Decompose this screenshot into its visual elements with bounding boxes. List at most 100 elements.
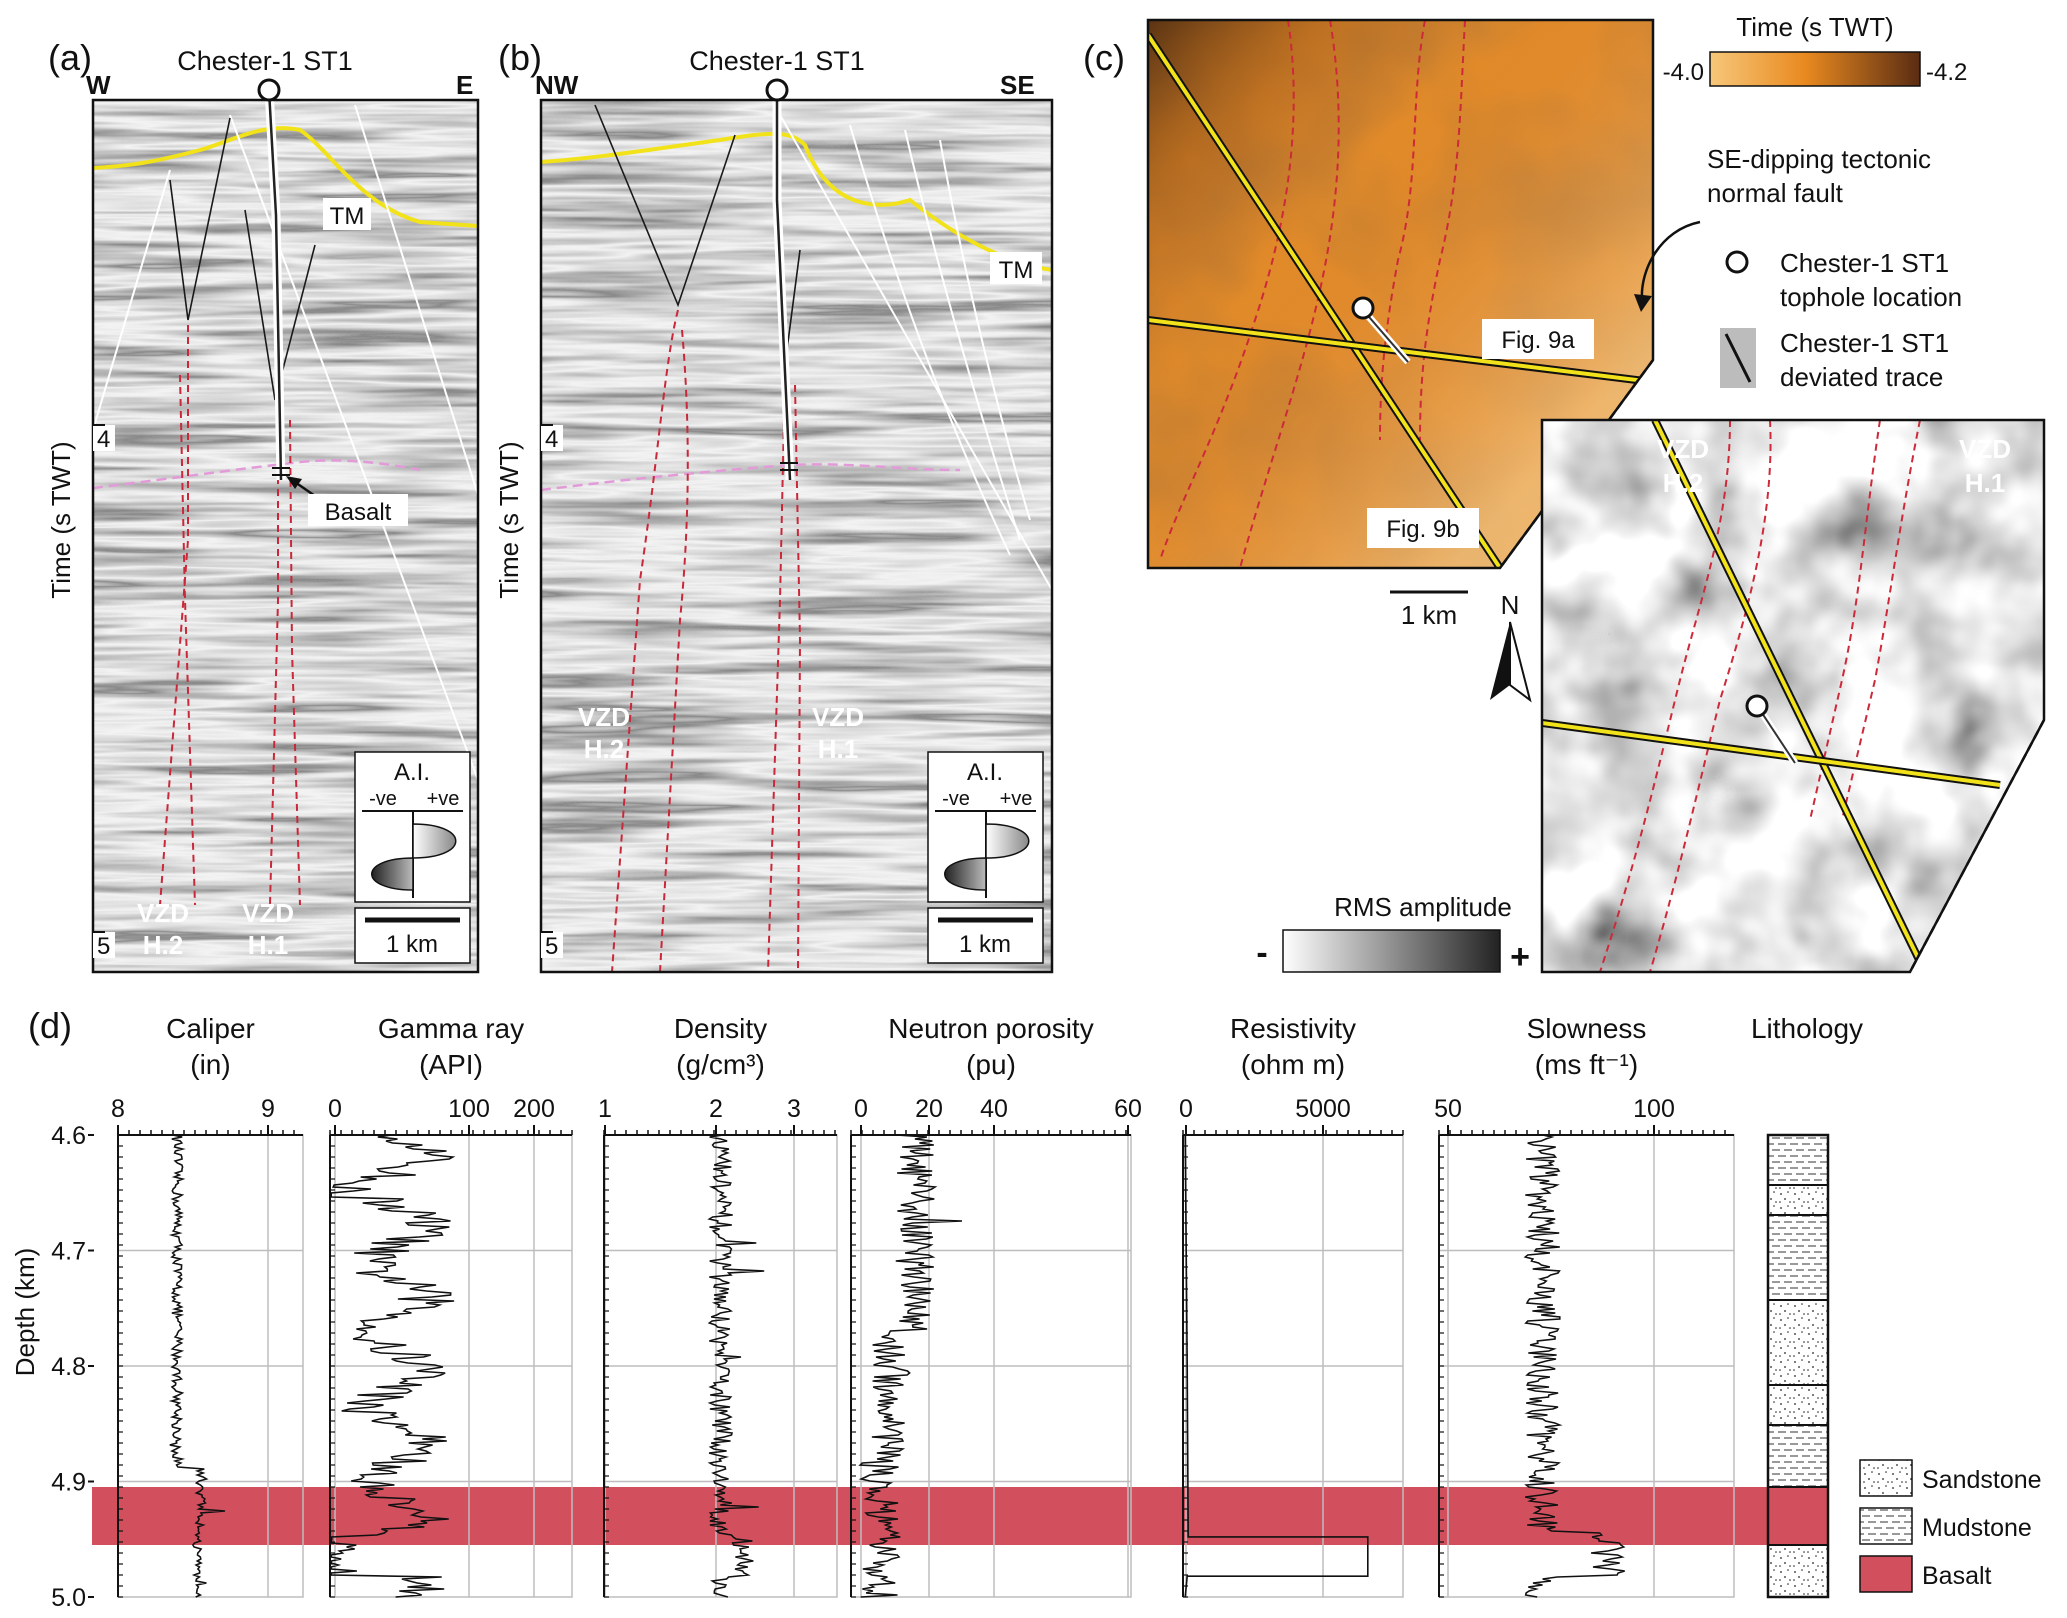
map-bottom-vzd-h2-line1: VZD (1657, 434, 1709, 464)
panel-a-well-label: Chester-1 ST1 (177, 46, 353, 76)
panel-b-tick-4: 4 (545, 426, 558, 453)
panel-d-letter: (d) (28, 1005, 72, 1046)
track-density-tick: 2 (709, 1095, 723, 1123)
lithology-sandstone-1 (1768, 1185, 1828, 1215)
track-density-tick: 3 (787, 1095, 801, 1123)
depth-tick-label: 4.7 (51, 1238, 86, 1266)
panel-a-ai-legend: A.I. -ve +ve (354, 751, 471, 903)
track-gamma-ray: Gamma ray (API) 0 100 200 (328, 1013, 573, 1598)
panel-b-vzd-h1-line1: VZD (812, 702, 864, 732)
time-colorbar-min: -4.0 (1663, 59, 1704, 86)
panel-a: (a) Chester-1 ST1 W E (46, 37, 480, 974)
panel-a-vzd-h1-line2: H.1 (248, 930, 288, 960)
map-top-fig9b-label: Fig. 9b (1386, 516, 1459, 543)
map-bottom-vzd-h1-line1: VZD (1959, 434, 2011, 464)
fault-annotation-line2: normal fault (1707, 178, 1844, 208)
track-neutron-porosity-unit: (pu) (966, 1049, 1016, 1080)
map-bottom-vzd-outlines (1599, 420, 1921, 972)
panel-b-southeast-label: SE (1000, 70, 1035, 100)
map-bottom-deviated-trace (1757, 706, 1796, 764)
track-density-unit: (g/cm³) (676, 1049, 765, 1080)
legend-basalt-swatch (1859, 1555, 1913, 1593)
track-slowness: Slowness (ms ft⁻¹) 50 100 (1434, 1013, 1735, 1598)
panel-b-ai-legend: A.I. -ve +ve (927, 751, 1044, 903)
track-resistivity-tick: 0 (1179, 1095, 1193, 1123)
rms-colorbar (1282, 929, 1501, 973)
legend-deviated-trace-icon (1724, 333, 1752, 383)
panel-a-ai-title: A.I. (394, 759, 430, 786)
panel-a-basalt-arrowhead (286, 476, 302, 489)
lithology-sandstone-4 (1768, 1545, 1828, 1597)
track-slowness-unit: (ms ft⁻¹) (1535, 1049, 1638, 1080)
panel-b-basalt-horizon (541, 463, 961, 492)
panel-a-tick-4: 4 (97, 426, 110, 453)
panel-a-tm-horizon (93, 126, 478, 228)
panel-d: (d) Depth (km) 4.6 4.7 4.8 4.9 5.0 Caliper (i… (10, 1005, 2042, 1612)
track-gamma-ray-unit: (API) (419, 1049, 483, 1080)
map-bottom-vzd-h2-line2: H.2 (1663, 468, 1703, 498)
track-neutron-porosity: Neutron porosity (pu) 0 20 40 60 (850, 1013, 1142, 1598)
panel-a-tick-5: 5 (97, 933, 110, 960)
track-resistivity-unit: (ohm m) (1241, 1049, 1345, 1080)
track-density-title: Density (674, 1013, 767, 1044)
legend-tophole-line2: tophole location (1780, 282, 1962, 312)
panel-b-northwest-label: NW (535, 70, 579, 100)
panel-a-tm-label: TM (330, 203, 365, 230)
track-gamma-ray-tick: 100 (448, 1095, 490, 1123)
track-slowness-curve (1523, 1134, 1626, 1598)
track-neutron-porosity-tick: 60 (1114, 1095, 1142, 1123)
panel-a-faults-white (93, 104, 478, 781)
map-top-fig9a-label: Fig. 9a (1501, 327, 1575, 354)
panel-b-vzd-h2-line1: VZD (578, 702, 630, 732)
track-caliper-title: Caliper (166, 1013, 255, 1044)
track-neutron-porosity-tick: 20 (915, 1095, 943, 1123)
panel-a-letter: (a) (48, 37, 92, 78)
panel-b-tm-label-box (990, 252, 1042, 284)
lithology-mudstone-2 (1768, 1215, 1828, 1300)
legend-trace-line1: Chester-1 ST1 (1780, 328, 1949, 358)
legend-mudstone-swatch (1859, 1507, 1913, 1545)
track-resistivity: Resistivity (ohm m) 0 5000 (1179, 1013, 1404, 1598)
rms-colorbar-minus: - (1256, 934, 1267, 972)
map-top-deviated-trace (1362, 309, 1409, 363)
panel-a-basalt-label: Basalt (325, 499, 392, 526)
panel-a-west-label: W (86, 70, 111, 100)
map-top-dashed-edge (1498, 359, 1655, 569)
time-colorbar-title: Time (s TWT) (1736, 12, 1893, 42)
map-bottom-vzd-h1-line2: H.1 (1965, 468, 2005, 498)
track-gamma-ray-tick: 0 (328, 1095, 342, 1123)
depth-tick-label: 4.6 (51, 1122, 86, 1150)
map-top-fig9a-box (1482, 319, 1594, 359)
legend-tophole-icon (1725, 250, 1749, 274)
legend-sandstone-label: Sandstone (1922, 1466, 2042, 1494)
track-slowness-title: Slowness (1527, 1013, 1647, 1044)
panel-b-well-label: Chester-1 ST1 (689, 46, 865, 76)
panel-b-tm-horizon (541, 131, 1052, 272)
panel-a-east-label: E (456, 70, 473, 100)
rms-colorbar-title: RMS amplitude (1334, 892, 1512, 922)
panel-b-scale-bar: 1 km (927, 907, 1044, 964)
panel-a-ai-pos: +ve (427, 788, 460, 810)
panel-a-tophole-icon (257, 78, 281, 102)
map-bottom-tophole-icon (1745, 694, 1769, 718)
depth-tick-label: 5.0 (51, 1584, 86, 1612)
legend-tophole-line1: Chester-1 ST1 (1780, 248, 1949, 278)
panel-b-well-trace (775, 100, 792, 481)
rms-amplitude-map (1542, 420, 2044, 972)
fault-annotation-arrow (1640, 220, 1701, 301)
depth-tick-label: 4.9 (51, 1469, 86, 1497)
panel-a-basalt-horizon (93, 459, 421, 490)
north-label: N (1501, 590, 1520, 620)
time-colorbar-max: -4.2 (1926, 59, 1967, 86)
lithology-mudstone-1 (1768, 1135, 1828, 1185)
rms-amplitude-map-frame (1540, 418, 2046, 974)
panel-a-basalt-label-box (308, 494, 408, 526)
track-gamma-ray-curve (330, 1134, 456, 1598)
panel-b-basalt-markers (780, 462, 798, 471)
map-top-fig9b-box (1367, 508, 1479, 548)
rms-colorbar-plus: + (1510, 938, 1530, 976)
legend-sandstone-swatch (1859, 1459, 1913, 1497)
panel-c: (c) Fig. 9a Fig. 9b (1083, 12, 2046, 976)
panel-b-faults-white (779, 114, 1052, 591)
